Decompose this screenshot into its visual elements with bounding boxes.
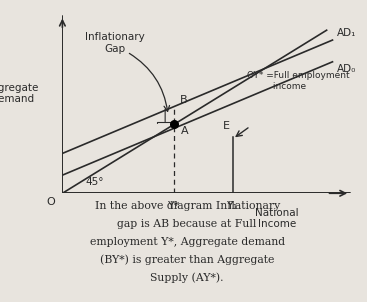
Text: B: B xyxy=(180,95,188,105)
Text: In the above diagram Inflationary: In the above diagram Inflationary xyxy=(95,201,280,211)
Text: E: E xyxy=(223,121,230,131)
Text: Aggregate
Demand: Aggregate Demand xyxy=(0,83,40,104)
Text: OY* =Full employment
         income: OY* =Full employment income xyxy=(247,71,350,91)
Text: AD₀: AD₀ xyxy=(337,64,356,74)
Text: Y*: Y* xyxy=(168,201,180,211)
Text: Inflationary
Gap: Inflationary Gap xyxy=(86,32,145,54)
Text: employment Y*, Aggregate demand: employment Y*, Aggregate demand xyxy=(90,237,285,247)
Text: Supply (AY*).: Supply (AY*). xyxy=(150,273,224,283)
Text: 45°: 45° xyxy=(86,177,104,187)
Text: (BY*) is greater than Aggregate: (BY*) is greater than Aggregate xyxy=(100,255,275,265)
Text: A: A xyxy=(181,126,189,136)
Text: gap is AB because at Full: gap is AB because at Full xyxy=(117,219,257,229)
Text: Y₁: Y₁ xyxy=(227,201,238,211)
Text: AD₁: AD₁ xyxy=(337,28,356,38)
Text: O: O xyxy=(46,197,55,207)
Text: National
Income: National Income xyxy=(255,208,298,230)
